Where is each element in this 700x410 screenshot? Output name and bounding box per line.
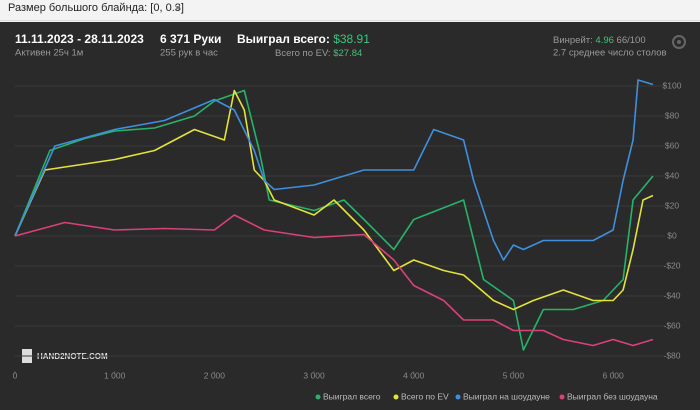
ev-label: Всего по EV: [275,48,331,59]
x-tick-label: 1 000 [104,370,126,380]
tab-bar: Размер большого блайнда: [0, 0.3] × [0,0,700,21]
y-tick-label: $0 [667,230,677,240]
hands-per-hour: 255 рук в час [160,48,218,59]
x-tick-label: 3 000 [303,370,325,380]
legend-dot [455,394,461,400]
y-tick-label: $20 [665,200,679,210]
legend-label: Всего по EV [401,391,449,401]
legend-dot [315,394,321,400]
y-tick-label: $60 [665,140,679,150]
winrate-value: 4.96 [595,35,614,46]
close-tab[interactable]: × [174,1,182,15]
series-line [14,79,654,261]
legend-label: Выиграл на шоудауне [463,391,550,401]
y-tick-label: $100 [663,80,682,90]
tables: 2.7 среднее число столов [553,48,667,59]
series-line [14,89,654,351]
filter-tab[interactable]: Размер большого блайнда: [0, 0.3] [8,2,184,14]
winrate: Винрейт: 4.96 66/100 [553,35,646,46]
won-value: $38.91 [333,32,370,46]
x-tick-label: 6 000 [602,370,624,380]
y-tick-label: -$40 [663,290,680,300]
x-tick-label: 5 000 [503,370,525,380]
legend-dot [393,394,399,400]
active-time: Активен 25ч 1м [15,48,83,59]
x-tick-label: 4 000 [403,370,425,380]
y-tick-label: -$60 [663,320,680,330]
won-label: Выиграл всего: [237,32,330,46]
settings-icon[interactable] [672,35,686,49]
winrate-unit: 66/100 [617,35,646,46]
winrate-label: Винрейт: [553,35,593,46]
legend-dot [559,394,565,400]
legend-label: Выиграл без шоудауна [567,391,658,401]
y-tick-label: -$20 [663,260,680,270]
date-range: 11.11.2023 - 28.11.2023 [15,32,144,46]
x-tick-label: 0 [13,370,18,380]
ev-total: Всего по EV: $27.84 [275,48,362,59]
won-total: Выиграл всего: $38.91 [237,32,370,46]
ev-value: $27.84 [333,48,362,59]
y-tick-label: $40 [665,170,679,180]
series-line [14,214,654,347]
series-line [14,89,654,311]
x-tick-label: 2 000 [204,370,226,380]
hands: 6 371 Руки [160,32,221,46]
logo-text: HAND2NOTE.COM [37,352,108,361]
legend-label: Выиграл всего [323,391,381,401]
y-tick-label: $80 [665,110,679,120]
y-tick-label: -$80 [663,350,680,360]
